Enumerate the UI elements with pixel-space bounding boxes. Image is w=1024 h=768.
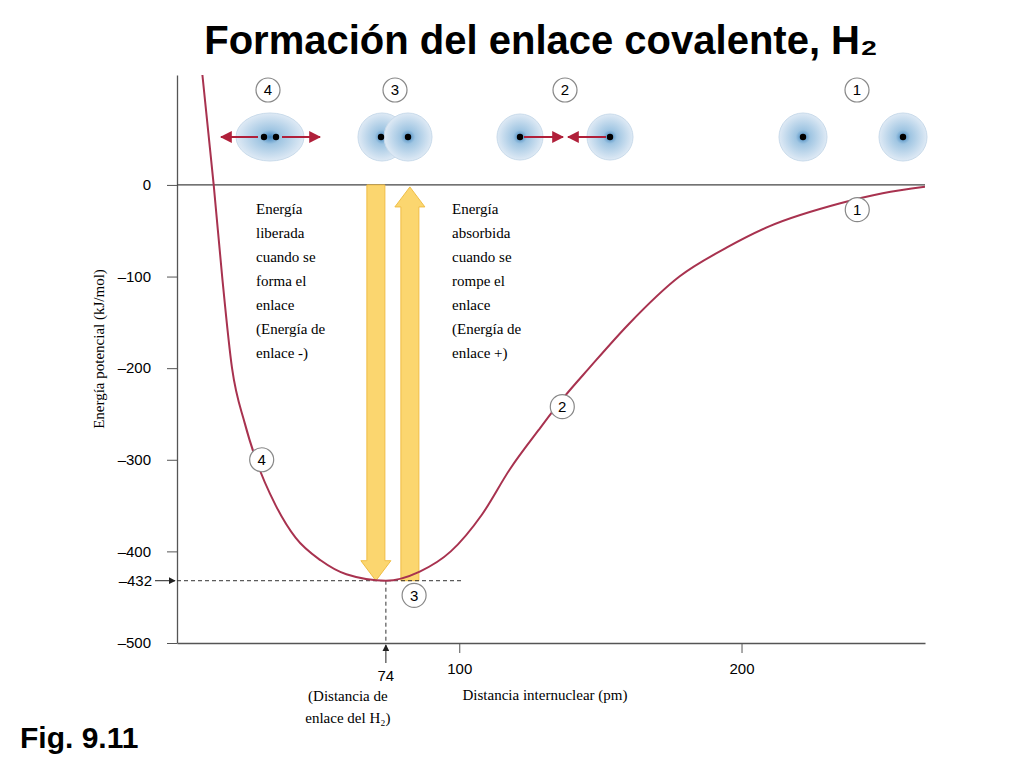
annotation-text: Energía bbox=[256, 201, 303, 217]
annotation-text: enlace bbox=[256, 297, 295, 313]
x-tick: 100 bbox=[447, 643, 472, 677]
min-y-arrow bbox=[155, 580, 175, 581]
x-axis-line bbox=[178, 643, 926, 644]
annotation-text: enlace -) bbox=[256, 345, 308, 362]
force-arrow bbox=[524, 136, 563, 138]
force-arrow bbox=[282, 136, 320, 138]
min-x-note: (Distancia de bbox=[308, 688, 388, 705]
annotation-text: enlace +) bbox=[452, 345, 508, 362]
circled-label: 2 bbox=[553, 78, 577, 102]
y-tick-label: –500 bbox=[118, 634, 151, 651]
y-axis-title: Energía potencial (kJ/mol) bbox=[91, 269, 108, 429]
y-tick: 0 bbox=[143, 176, 177, 193]
y-tick-label: 0 bbox=[143, 176, 151, 193]
label-circle bbox=[845, 198, 869, 222]
annotation-text: rompe el bbox=[452, 273, 505, 289]
electron-cloud bbox=[779, 113, 827, 161]
nucleus bbox=[900, 134, 906, 140]
y-tick-mark bbox=[167, 277, 177, 278]
label-number: 3 bbox=[391, 81, 399, 98]
y-tick-mark bbox=[167, 368, 177, 369]
nucleus bbox=[517, 134, 523, 140]
absorb-arrow bbox=[395, 187, 425, 581]
y-axis: –500 –400 –300 –200 –100 0 bbox=[118, 76, 178, 652]
circled-label: 3 bbox=[383, 78, 407, 102]
annotation-text: forma el bbox=[256, 273, 306, 289]
y-tick: –400 bbox=[118, 543, 177, 560]
x-axis: 100 200 bbox=[178, 643, 926, 677]
label-circle bbox=[845, 78, 869, 102]
y-tick: –500 bbox=[118, 634, 177, 651]
annotation-text: cuando se bbox=[256, 249, 316, 265]
min-v-dash bbox=[385, 581, 386, 643]
y-tick-label: –400 bbox=[118, 543, 151, 560]
nucleus bbox=[378, 134, 384, 140]
label-number: 4 bbox=[264, 81, 272, 98]
nucleus bbox=[261, 134, 267, 140]
y-tick: –100 bbox=[118, 268, 177, 285]
figure-label: Fig. 9.11 bbox=[20, 721, 138, 754]
y-tick: –200 bbox=[118, 359, 177, 376]
label-circle bbox=[550, 395, 574, 419]
y-axis-line bbox=[177, 76, 178, 644]
min-y-label: –432 bbox=[119, 572, 152, 589]
min-x-arrow bbox=[385, 645, 386, 663]
min-x-note: enlace del H₂) bbox=[305, 710, 390, 727]
label-number: 3 bbox=[410, 587, 418, 604]
annotation-text: Energía bbox=[452, 201, 499, 217]
annotation-text: liberada bbox=[256, 225, 305, 241]
label-circle bbox=[250, 448, 274, 472]
min-x-label: 74 bbox=[378, 667, 395, 684]
annotation-text: (Energía de bbox=[256, 321, 326, 338]
annotation-text: enlace bbox=[452, 297, 491, 313]
electron-cloud bbox=[879, 113, 927, 161]
y-tick-label: –300 bbox=[118, 451, 151, 468]
y-tick: –300 bbox=[118, 451, 177, 468]
label-number: 2 bbox=[561, 81, 569, 98]
label-circle bbox=[383, 78, 407, 102]
zero-line bbox=[177, 184, 925, 185]
label-circle bbox=[402, 583, 426, 607]
y-tick-mark bbox=[167, 551, 177, 552]
y-tick-label: –200 bbox=[118, 359, 151, 376]
annotation-text: cuando se bbox=[452, 249, 512, 265]
nucleus bbox=[800, 134, 806, 140]
circled-label: 4 bbox=[256, 78, 280, 102]
x-tick-label: 100 bbox=[447, 660, 472, 677]
label-number: 1 bbox=[853, 201, 861, 218]
energy-curve bbox=[202, 75, 925, 581]
label-number: 4 bbox=[258, 451, 266, 468]
label-circle bbox=[553, 78, 577, 102]
release-arrow bbox=[361, 185, 391, 581]
x-axis-title: Distancia internuclear (pm) bbox=[463, 687, 628, 704]
circled-label: 1 bbox=[845, 198, 869, 222]
circled-label: 1 bbox=[845, 78, 869, 102]
label-number: 2 bbox=[558, 398, 566, 415]
annotation-text: absorbida bbox=[452, 225, 511, 241]
nucleus bbox=[607, 134, 613, 140]
title: Formación del enlace covalente, H₂ bbox=[204, 18, 878, 62]
y-tick-mark bbox=[167, 185, 177, 186]
force-arrow bbox=[221, 136, 258, 138]
circled-label: 4 bbox=[250, 448, 274, 472]
y-tick-label: –100 bbox=[118, 268, 151, 285]
label-circle bbox=[256, 78, 280, 102]
x-tick-mark bbox=[742, 643, 743, 653]
x-tick-mark bbox=[459, 643, 460, 653]
electron-cloud bbox=[384, 113, 432, 161]
nucleus bbox=[405, 134, 411, 140]
force-arrow bbox=[568, 136, 606, 138]
y-tick-mark bbox=[167, 643, 177, 644]
nucleus bbox=[273, 134, 279, 140]
x-tick-label: 200 bbox=[730, 660, 755, 677]
plot-area bbox=[202, 75, 925, 581]
chart: Formación del enlace covalente, H₂ Fig. 9… bbox=[0, 0, 1024, 768]
circled-label: 3 bbox=[402, 583, 426, 607]
annotation-text: (Energía de bbox=[452, 321, 522, 338]
y-tick-mark bbox=[167, 460, 177, 461]
x-tick: 200 bbox=[730, 643, 755, 677]
min-h-dash bbox=[177, 580, 462, 581]
label-number: 1 bbox=[853, 81, 861, 98]
circled-label: 2 bbox=[550, 395, 574, 419]
